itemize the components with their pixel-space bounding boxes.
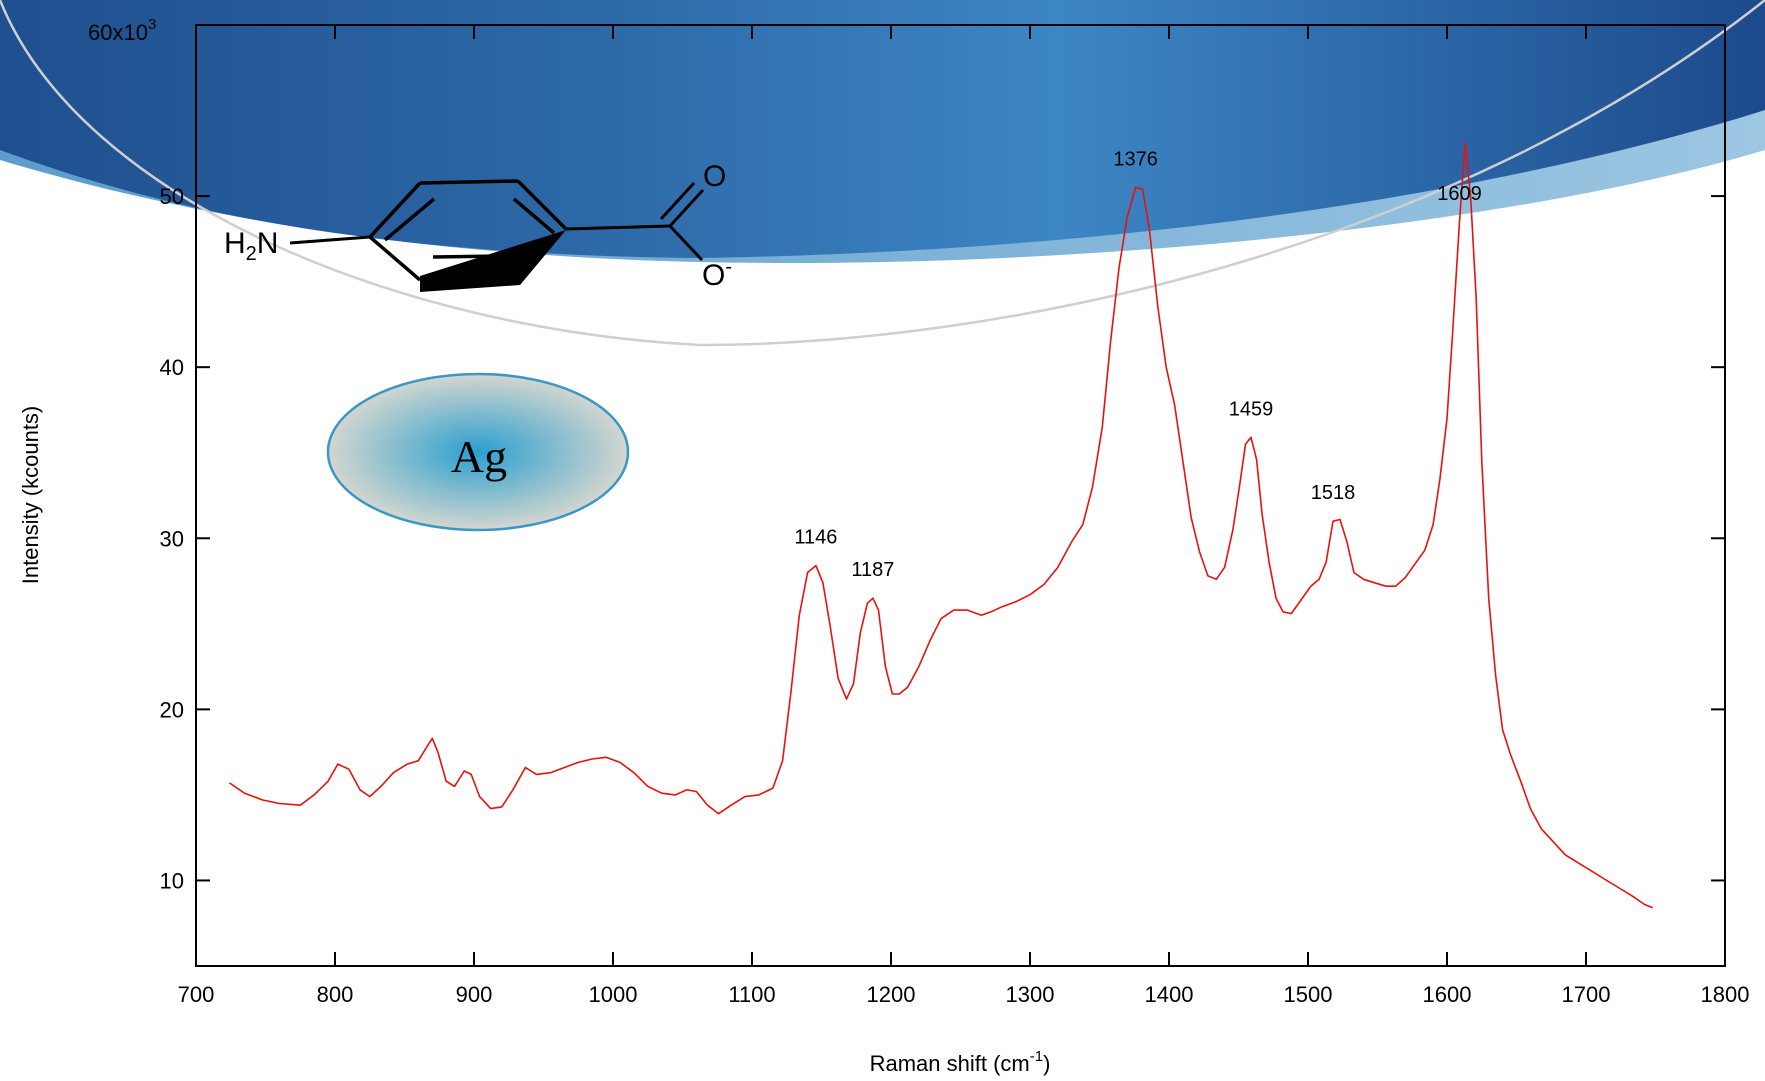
amine-label: H2N: [224, 227, 278, 265]
carbonyl-double-bond-b: [659, 181, 696, 221]
peak-annotations: 1146 1187 1376 1459 1518 1609: [794, 149, 1481, 582]
carboxylate-oxygen-label: O-: [702, 256, 732, 292]
silver-label: Ag: [451, 431, 507, 482]
y-tick-label: 40: [160, 355, 184, 380]
slide-banner: [0, 0, 1765, 347]
y-tick-label: 50: [160, 184, 184, 209]
x-tick-label: 900: [456, 982, 493, 1007]
y-axis-top-label: 60x103: [88, 16, 156, 45]
peak-label-1609: 1609: [1437, 183, 1482, 205]
y-tick-label: 30: [160, 526, 184, 551]
x-axis-title: Raman shift (cm-1): [870, 1048, 1051, 1076]
ring-wedge-bond: [420, 230, 566, 292]
series-layer: [228, 142, 1654, 909]
peak-label-1518: 1518: [1311, 482, 1356, 504]
peak-label-1459: 1459: [1229, 398, 1274, 420]
x-tick-label: 700: [178, 982, 215, 1007]
peak-label-1187: 1187: [851, 559, 894, 581]
y-tick-label: 20: [160, 697, 184, 722]
x-tick-label: 1000: [589, 982, 638, 1007]
x-tick-label: 1600: [1423, 982, 1472, 1007]
carbonyl-oxygen-label: O: [703, 160, 726, 193]
x-tick-label: 1400: [1145, 982, 1194, 1007]
x-axis: 700 800 900 1000 1100 1200 1300 1400 1500 1600 170…: [178, 25, 1750, 1007]
x-tick-label: 1200: [867, 982, 916, 1007]
carboxylate-single-bond: [668, 224, 704, 262]
x-tick-label: 1700: [1562, 982, 1611, 1007]
carboxyl-bond: [565, 224, 671, 231]
peak-label-1146: 1146: [794, 527, 837, 549]
peak-label-1376: 1376: [1113, 149, 1158, 171]
silver-nanoparticle: Ag: [326, 372, 630, 532]
x-tick-label: 1100: [728, 982, 775, 1007]
spectrum-line: [228, 142, 1654, 909]
x-tick-label: 800: [317, 982, 354, 1007]
x-tick-label: 1800: [1701, 982, 1750, 1007]
silver-ellipse: [326, 372, 630, 532]
y-axis: 10 20 30 40 50: [160, 184, 1725, 893]
x-tick-label: 1300: [1006, 982, 1055, 1007]
plot-frame: [195, 24, 1726, 967]
molecule-diagram: H2N O O-: [224, 160, 732, 292]
y-tick-label: 10: [160, 868, 184, 893]
carbonyl-double-bond-a: [668, 188, 705, 228]
amine-bond: [289, 235, 371, 245]
y-axis-title: Intensity (kcounts): [18, 406, 43, 585]
x-tick-label: 1500: [1284, 982, 1333, 1007]
